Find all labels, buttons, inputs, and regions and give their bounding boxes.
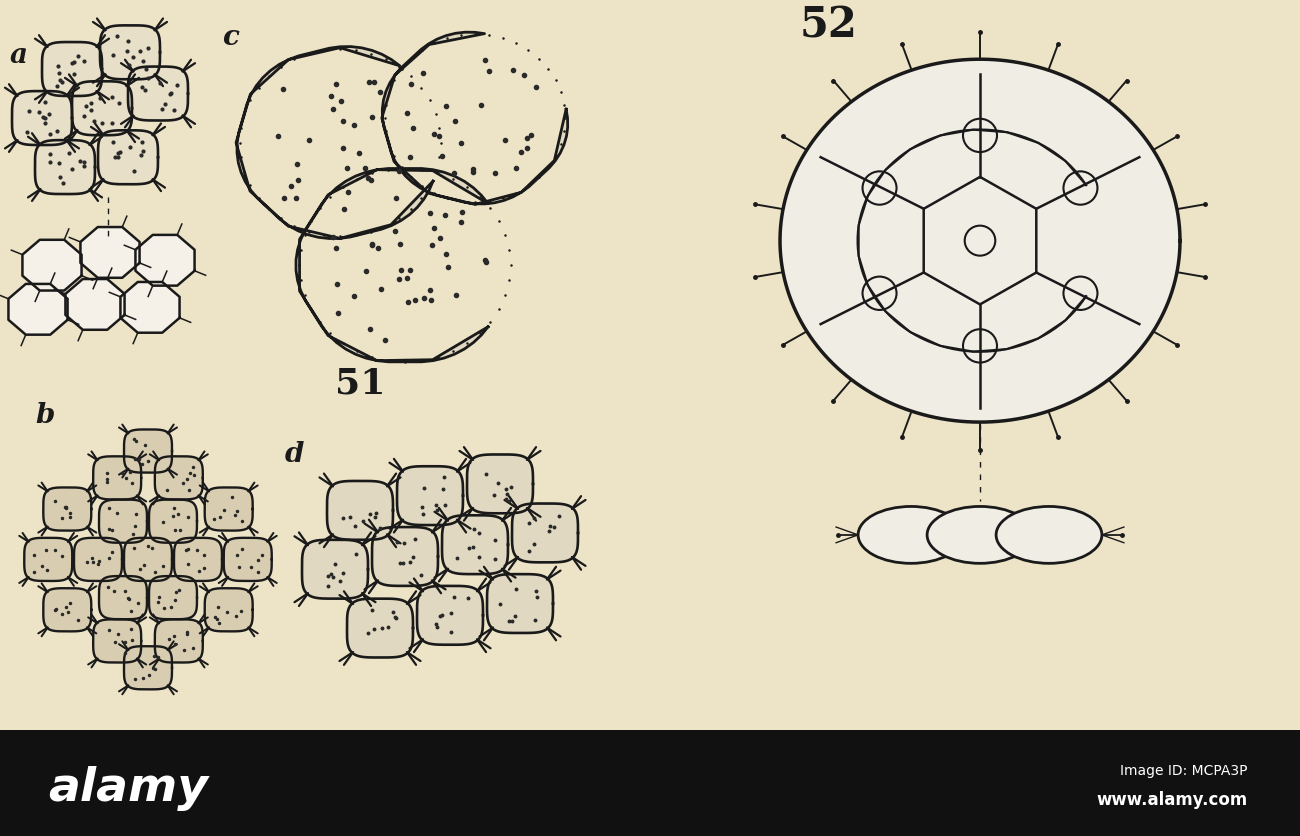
Polygon shape [81,227,139,278]
Polygon shape [780,60,1180,422]
Polygon shape [224,538,272,581]
Polygon shape [296,170,488,362]
Polygon shape [43,589,91,632]
Text: d: d [285,441,304,468]
Polygon shape [467,455,533,513]
Polygon shape [135,236,195,286]
Polygon shape [72,82,133,136]
Polygon shape [174,538,222,581]
Polygon shape [237,48,433,239]
Ellipse shape [996,507,1102,563]
Text: b: b [35,401,55,429]
Polygon shape [150,500,198,543]
Polygon shape [302,540,368,599]
Polygon shape [74,538,122,581]
Polygon shape [121,283,179,334]
Polygon shape [396,466,463,526]
Ellipse shape [927,507,1034,563]
Text: www.alamy.com: www.alamy.com [1097,790,1248,808]
Polygon shape [100,26,160,80]
Polygon shape [124,646,172,690]
Polygon shape [99,576,147,619]
Text: 51: 51 [335,366,386,400]
Ellipse shape [858,507,963,563]
Polygon shape [42,43,101,97]
Polygon shape [12,92,72,145]
Polygon shape [94,456,142,500]
Polygon shape [99,500,147,543]
Polygon shape [347,599,413,658]
Polygon shape [8,284,68,335]
Polygon shape [328,482,393,540]
Text: alamy: alamy [48,766,208,810]
Polygon shape [43,488,91,531]
Text: c: c [222,24,239,52]
Polygon shape [94,619,142,663]
Text: Image ID: MCPA3P: Image ID: MCPA3P [1121,763,1248,777]
Polygon shape [124,430,172,473]
Polygon shape [65,280,125,330]
Polygon shape [372,528,438,586]
Polygon shape [155,456,203,500]
Polygon shape [512,504,578,563]
Polygon shape [35,141,95,195]
Text: 52: 52 [800,5,858,47]
Polygon shape [150,576,198,619]
Polygon shape [488,574,552,633]
Polygon shape [127,68,188,121]
Polygon shape [442,516,508,574]
Polygon shape [204,488,252,531]
Polygon shape [204,589,252,632]
Polygon shape [22,241,82,291]
Polygon shape [382,33,568,205]
Bar [0,730,1300,836]
Polygon shape [417,586,484,645]
Polygon shape [124,538,172,581]
Polygon shape [155,619,203,663]
Polygon shape [25,538,73,581]
Text: a: a [10,42,29,69]
Polygon shape [98,131,159,185]
